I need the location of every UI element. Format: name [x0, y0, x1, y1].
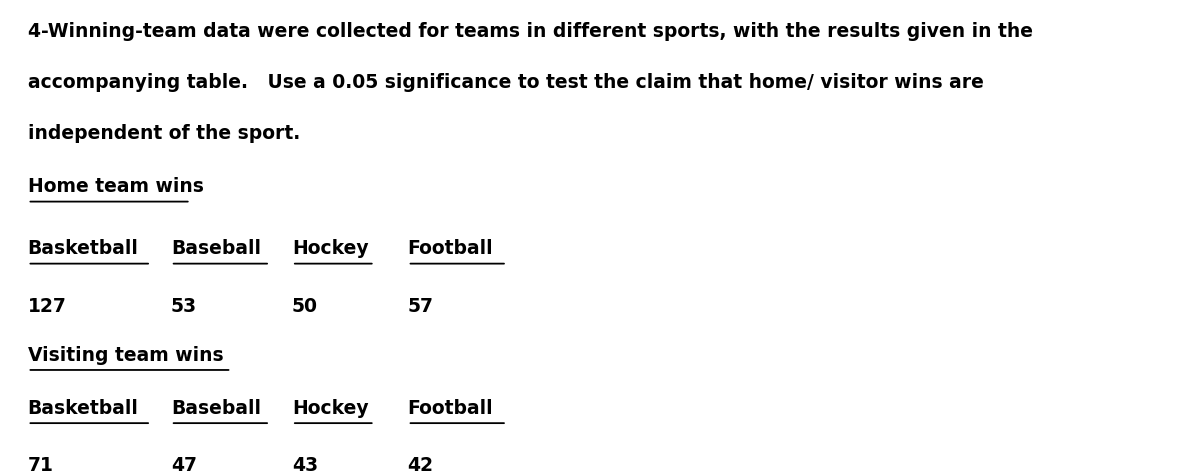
Text: Hockey: Hockey	[292, 399, 368, 418]
Text: Hockey: Hockey	[292, 239, 368, 258]
Text: Basketball: Basketball	[28, 399, 138, 418]
Text: Basketball: Basketball	[28, 239, 138, 258]
Text: Football: Football	[408, 399, 493, 418]
Text: accompanying table.   Use a 0.05 significance to test the claim that home/ visit: accompanying table. Use a 0.05 significa…	[28, 73, 984, 92]
Text: 53: 53	[170, 297, 197, 316]
Text: 71: 71	[28, 456, 54, 473]
Text: 47: 47	[170, 456, 197, 473]
Text: Football: Football	[408, 239, 493, 258]
Text: Baseball: Baseball	[170, 399, 260, 418]
Text: 57: 57	[408, 297, 433, 316]
Text: 4-Winning-team data were collected for teams in different sports, with the resul: 4-Winning-team data were collected for t…	[28, 22, 1032, 41]
Text: Home team wins: Home team wins	[28, 177, 204, 196]
Text: 42: 42	[408, 456, 433, 473]
Text: 43: 43	[292, 456, 318, 473]
Text: 127: 127	[28, 297, 66, 316]
Text: 50: 50	[292, 297, 318, 316]
Text: independent of the sport.: independent of the sport.	[28, 124, 300, 143]
Text: Baseball: Baseball	[170, 239, 260, 258]
Text: Visiting team wins: Visiting team wins	[28, 346, 223, 365]
